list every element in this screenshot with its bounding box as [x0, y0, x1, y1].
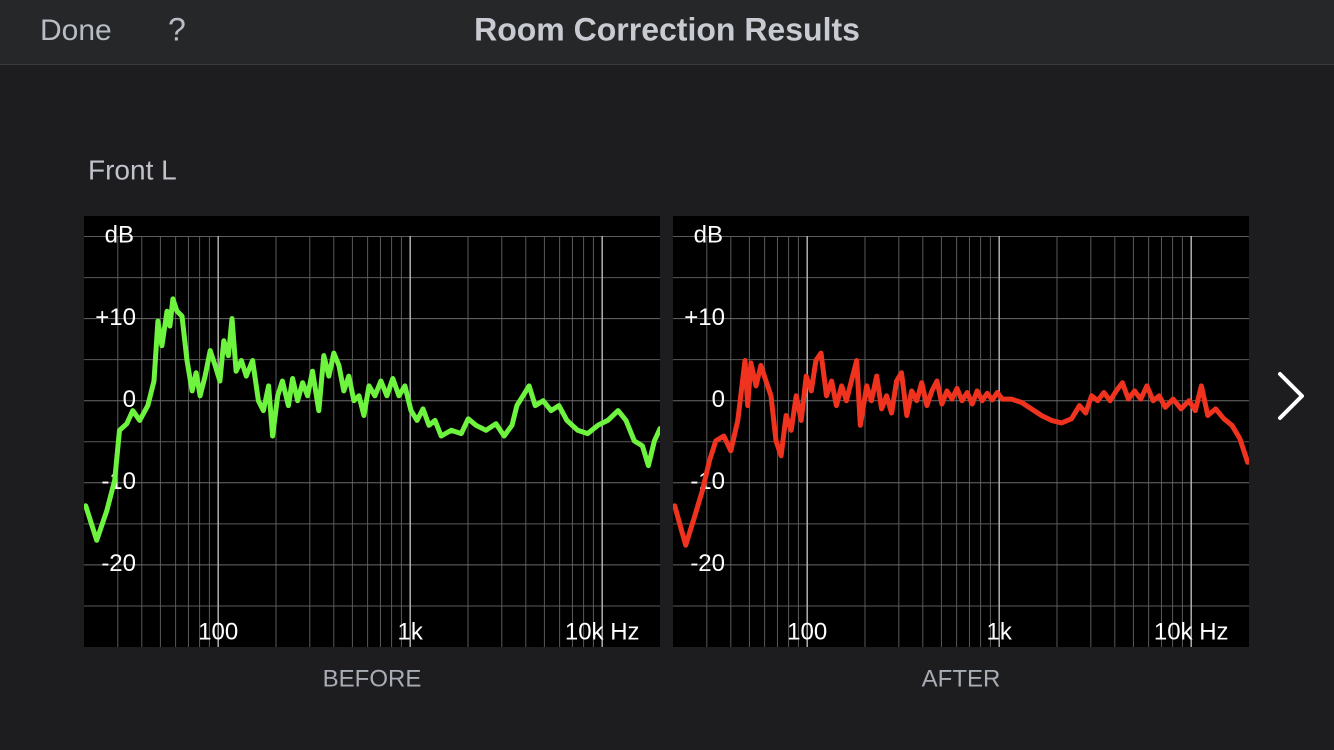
y-axis-label: dB [694, 221, 723, 248]
response-line [673, 350, 1249, 548]
y-tick-label: +10 [95, 304, 136, 331]
y-axis-label: dB [105, 221, 134, 248]
chart-caption: BEFORE [323, 665, 422, 692]
nav-bar [0, 0, 1334, 64]
x-tick-label: 100 [787, 618, 827, 645]
chart-caption: AFTER [922, 665, 1001, 692]
y-tick-label: -20 [690, 550, 725, 577]
x-tick-label: 10k Hz [1154, 618, 1229, 645]
x-tick-label: 1k [987, 618, 1013, 645]
screen-title: Room Correction Results [474, 11, 860, 47]
help-button[interactable]: ? [168, 11, 186, 47]
y-tick-label: 0 [712, 386, 725, 413]
x-tick-label: 100 [198, 618, 238, 645]
y-tick-label: 0 [123, 386, 136, 413]
y-tick-label: -20 [101, 550, 136, 577]
x-tick-label: 10k Hz [565, 618, 640, 645]
y-tick-label: +10 [684, 304, 725, 331]
plot-area [84, 216, 660, 647]
plot-area [673, 216, 1249, 647]
channel-label: Front L [88, 154, 177, 185]
next-arrow[interactable] [1278, 372, 1304, 420]
y-tick-label: -10 [101, 468, 136, 495]
response-line [84, 296, 660, 543]
x-tick-label: 1k [398, 618, 424, 645]
chart: +10 0 -10 -20 100 1k 10k Hz dB BEFORE [84, 216, 660, 692]
done-button[interactable]: Done [40, 14, 112, 47]
